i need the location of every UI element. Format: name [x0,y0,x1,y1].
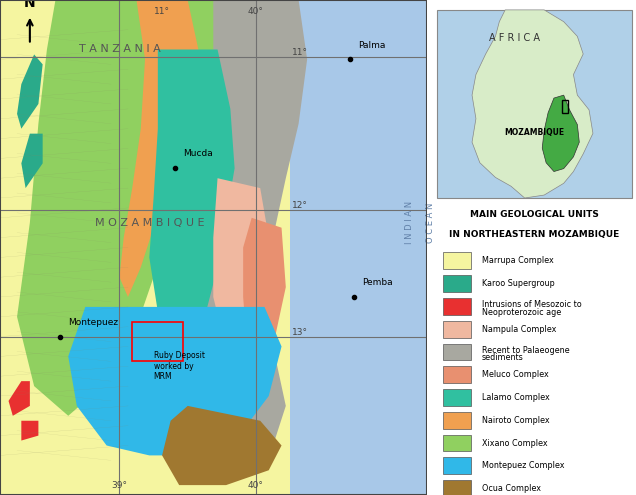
Text: IN NORTHEASTERN MOZAMBIQUE: IN NORTHEASTERN MOZAMBIQUE [449,230,619,239]
Text: sediments: sediments [481,353,523,362]
Bar [562,100,568,113]
Polygon shape [290,0,427,495]
Text: N: N [24,0,36,10]
Bar [443,344,471,360]
Text: Neoproterozoic age: Neoproterozoic age [481,308,561,317]
Text: 40°: 40° [248,481,264,490]
Polygon shape [543,95,579,172]
Bar [443,435,471,451]
Text: 11°: 11° [154,7,170,16]
Text: Xixano Complex: Xixano Complex [481,439,547,447]
Text: 11°: 11° [292,48,308,57]
Bar [443,480,471,495]
Text: 13°: 13° [292,328,308,337]
Bar [443,321,471,338]
Text: Karoo Supergroup: Karoo Supergroup [481,279,555,288]
Bar [443,457,471,474]
Bar [443,298,471,315]
Polygon shape [0,0,427,495]
Bar [443,412,471,429]
Polygon shape [162,406,282,485]
Bar [132,322,183,361]
Text: MOZAMBIQUE: MOZAMBIQUE [504,128,565,137]
Text: A F R I C A: A F R I C A [490,33,541,43]
Polygon shape [149,50,235,346]
Text: Nairoto Complex: Nairoto Complex [481,416,550,425]
Polygon shape [22,134,43,188]
Polygon shape [120,0,200,297]
Bar [437,10,632,198]
Polygon shape [8,381,30,416]
Text: MAIN GEOLOGICAL UNITS: MAIN GEOLOGICAL UNITS [470,210,599,219]
Text: Mucda: Mucda [183,149,213,158]
Text: Palma: Palma [358,41,385,50]
Text: 39°: 39° [111,481,127,490]
Polygon shape [68,307,282,455]
Text: 40°: 40° [248,7,264,16]
Text: Recent to Palaeogene: Recent to Palaeogene [481,346,569,354]
Polygon shape [472,10,593,198]
Text: Lalamo Complex: Lalamo Complex [481,393,550,402]
Text: Montepuez Complex: Montepuez Complex [481,461,564,470]
Bar [443,389,471,406]
Polygon shape [17,0,235,416]
Text: Meluco Complex: Meluco Complex [481,370,548,379]
Text: Ruby Deposit
worked by
MRM: Ruby Deposit worked by MRM [153,351,205,381]
Polygon shape [243,218,286,366]
Text: T A N Z A N I A: T A N Z A N I A [79,45,160,54]
Bar [443,252,471,269]
Bar [443,275,471,292]
Text: Nampula Complex: Nampula Complex [481,325,556,334]
Text: I N D I A N

O C E A N: I N D I A N O C E A N [405,201,435,245]
Polygon shape [192,0,307,460]
Bar [443,366,471,383]
Text: Intrusions of Mesozoic to: Intrusions of Mesozoic to [481,300,581,309]
Text: Marrupa Complex: Marrupa Complex [481,256,553,265]
Polygon shape [213,178,269,346]
Text: Pemba: Pemba [363,278,393,287]
Text: Ocua Complex: Ocua Complex [481,484,541,493]
Text: 12°: 12° [292,201,308,210]
Text: Montepuez: Montepuez [68,318,118,327]
Text: M O Z A M B I Q U E: M O Z A M B I Q U E [95,218,204,228]
Polygon shape [22,421,38,441]
Polygon shape [17,54,43,129]
